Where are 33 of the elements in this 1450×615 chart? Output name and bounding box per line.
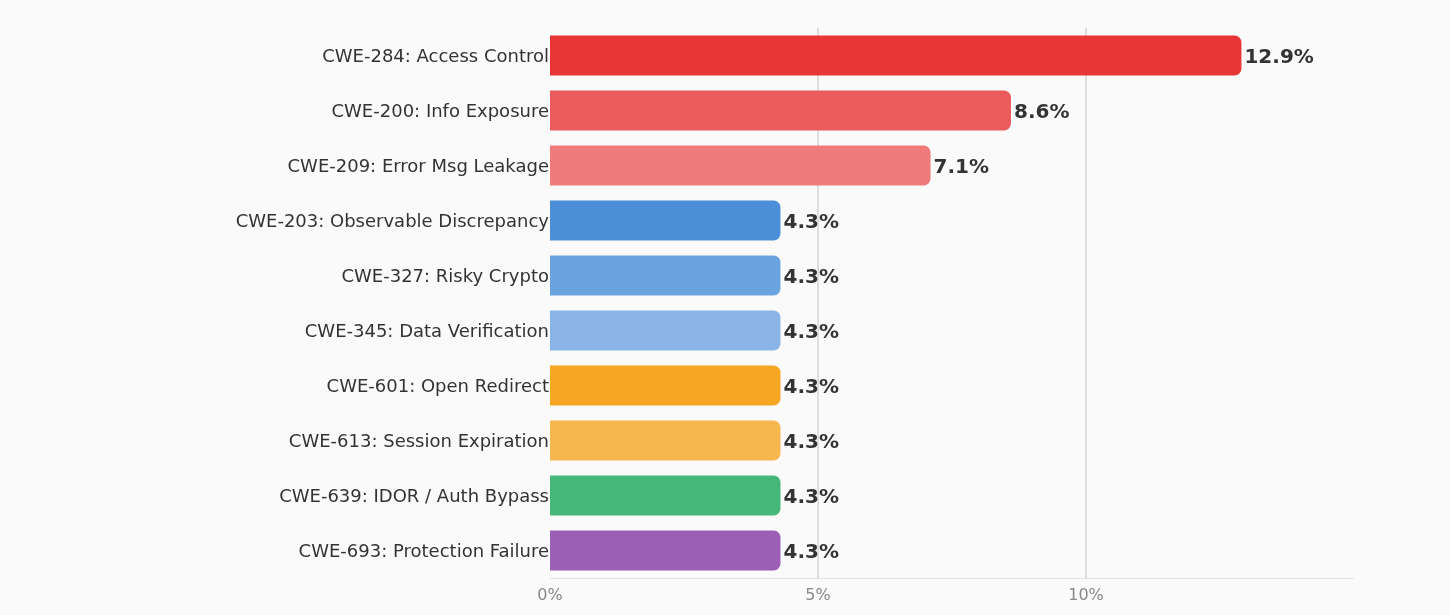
bar <box>550 90 1011 131</box>
data-label: 4.3% <box>783 263 839 288</box>
bar <box>550 365 781 406</box>
y-tick-label: CWE-203: Observable Discrepancy <box>235 209 550 231</box>
x-tick-label: 10% <box>1068 585 1104 605</box>
data-label: 7.1% <box>933 153 990 178</box>
data-label: 4.3% <box>783 428 839 453</box>
bar <box>550 530 781 571</box>
y-tick-label: CWE-200: Info Exposure <box>331 99 549 121</box>
data-label: 4.3% <box>783 538 839 563</box>
y-tick-label: CWE-284: Access Control <box>322 44 549 66</box>
data-label: 4.3% <box>783 208 839 233</box>
y-tick-label: CWE-345: Data Verification <box>304 319 549 341</box>
bar <box>550 420 781 461</box>
y-tick-label: CWE-327: Risky Crypto <box>341 264 549 286</box>
bar <box>550 145 931 186</box>
x-tick-label: 0% <box>537 585 563 605</box>
data-label: 12.9% <box>1244 43 1314 68</box>
y-tick-label: CWE-693: Protection Failure <box>298 539 549 561</box>
data-label: 4.3% <box>783 318 839 343</box>
bar <box>550 200 781 241</box>
bar <box>550 35 1242 76</box>
data-label: 4.3% <box>783 373 839 398</box>
y-tick-label: CWE-613: Session Expiration <box>288 429 549 451</box>
bar <box>550 475 781 516</box>
bar <box>550 255 781 296</box>
y-tick-label: CWE-601: Open Redirect <box>326 374 549 396</box>
data-label: 8.6% <box>1013 98 1070 123</box>
bar <box>550 310 781 351</box>
data-label: 4.3% <box>783 483 839 508</box>
x-tick-label: 5% <box>805 585 831 605</box>
y-tick-label: CWE-639: IDOR / Auth Bypass <box>279 484 549 506</box>
y-tick-label: CWE-209: Error Msg Leakage <box>287 154 549 176</box>
